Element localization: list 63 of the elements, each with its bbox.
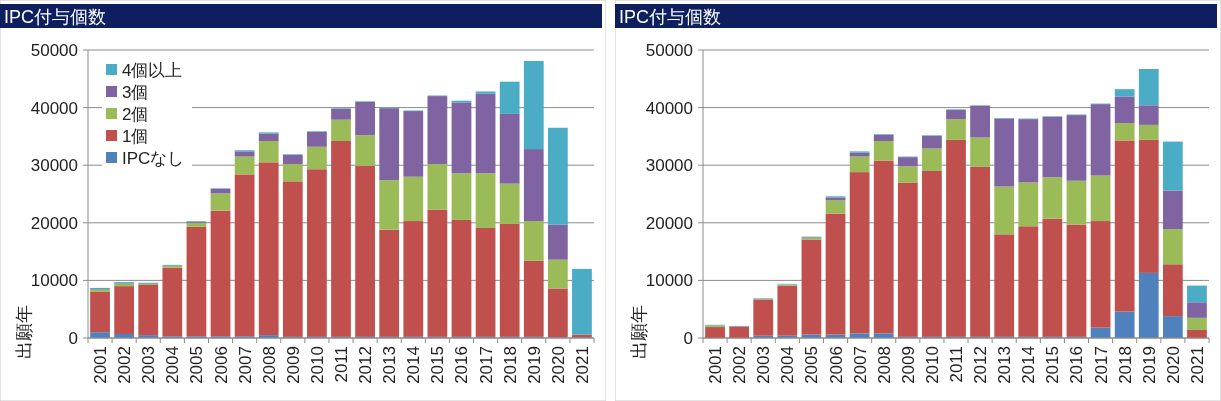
- x-tick-label: 2011: [332, 346, 351, 383]
- x-tick-label: 2012: [356, 346, 376, 384]
- x-tick-label: 2006: [211, 346, 231, 384]
- x-tick-label: 2003: [139, 346, 159, 384]
- x-tick-label: 2008: [259, 346, 279, 384]
- x-tick-label: 2016: [452, 346, 472, 384]
- x-tick-label: 2017: [1091, 346, 1111, 384]
- x-tick-label: 2007: [235, 346, 255, 384]
- legend-label: 4個以上: [122, 61, 183, 80]
- chart-title: IPC付与個数: [619, 7, 722, 27]
- legend-label: 2個: [122, 105, 149, 124]
- legend-label: IPCなし: [122, 149, 185, 168]
- x-tick-label: 2004: [163, 346, 183, 384]
- x-tick-label: 2004: [778, 346, 798, 384]
- y-tick-label: 30000: [645, 156, 693, 176]
- y-tick-label: 40000: [645, 98, 693, 118]
- x-tick-label: 2010: [307, 346, 327, 384]
- x-tick-label: 2021: [1187, 346, 1207, 384]
- x-tick-label: 2011: [947, 346, 966, 383]
- x-tick-label: 2001: [91, 346, 111, 384]
- y-tick-label: 10000: [30, 271, 78, 291]
- y-tick-label: 10000: [645, 271, 693, 291]
- x-tick-label: 2019: [524, 346, 544, 384]
- x-tick-label: 2006: [826, 346, 846, 384]
- x-tick-label: 2010: [922, 346, 942, 384]
- y-tick-label: 30000: [30, 156, 78, 176]
- x-tick-label: 2008: [874, 346, 894, 384]
- x-tick-label: 2013: [995, 346, 1015, 384]
- x-tick-label: 2018: [1115, 346, 1135, 384]
- x-tick-label: 2014: [1019, 346, 1039, 384]
- legend-label: 1個: [122, 127, 149, 146]
- x-tick-label: 2018: [500, 346, 520, 384]
- x-tick-label: 2003: [754, 346, 774, 384]
- x-tick-label: 2017: [476, 346, 496, 384]
- x-tick-label: 2005: [802, 346, 822, 384]
- x-tick-label: 2009: [283, 346, 303, 384]
- y-tick-label: 0: [683, 329, 693, 348]
- y-tick-label: 0: [68, 329, 78, 348]
- y-tick-label: 50000: [645, 41, 693, 60]
- x-tick-label: 2009: [898, 346, 918, 384]
- x-tick-label: 2002: [115, 346, 135, 384]
- y-tick-label: 20000: [645, 213, 693, 233]
- y-tick-label: 20000: [30, 213, 78, 233]
- x-tick-label: 2014: [404, 346, 424, 384]
- x-tick-label: 2019: [1139, 346, 1159, 384]
- y-axis-title: 出願年: [629, 305, 649, 359]
- y-tick-label: 50000: [30, 41, 78, 60]
- x-tick-label: 2015: [1043, 346, 1063, 384]
- x-tick-label: 2007: [850, 346, 870, 384]
- x-tick-label: 2020: [1163, 346, 1183, 384]
- x-tick-label: 2021: [572, 346, 592, 384]
- x-tick-label: 2012: [971, 346, 991, 384]
- y-tick-label: 40000: [30, 98, 78, 118]
- legend-label: 3個: [122, 83, 149, 102]
- x-tick-label: 2001: [706, 346, 726, 384]
- x-tick-label: 2015: [428, 346, 448, 384]
- x-tick-label: 2016: [1067, 346, 1087, 384]
- chart-title: IPC付与個数: [4, 7, 107, 27]
- y-axis-title: 出願年: [14, 305, 34, 359]
- x-tick-label: 2013: [380, 346, 400, 384]
- x-tick-label: 2020: [548, 346, 568, 384]
- x-tick-label: 2002: [730, 346, 750, 384]
- x-tick-label: 2005: [187, 346, 207, 384]
